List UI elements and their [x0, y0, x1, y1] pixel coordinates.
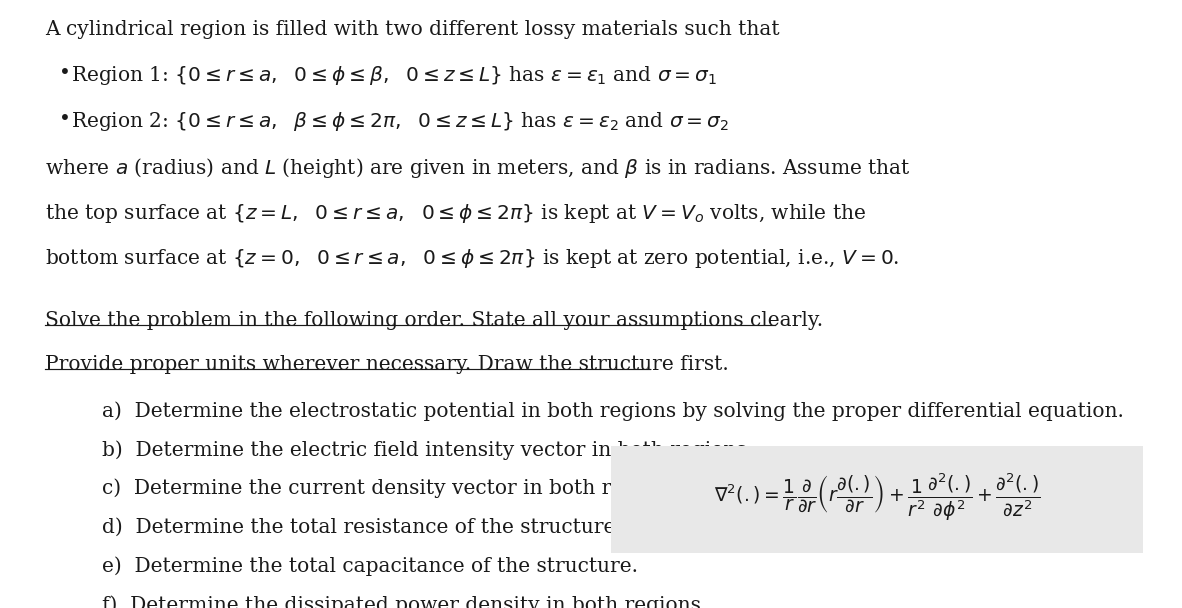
Text: c)  Determine the current density vector in both regions.: c) Determine the current density vector … — [102, 479, 684, 499]
Text: A cylindrical region is filled with two different lossy materials such that: A cylindrical region is filled with two … — [45, 20, 780, 40]
Text: Solve the problem in the following order. State all your assumptions clearly.: Solve the problem in the following order… — [45, 311, 823, 330]
Text: b)  Determine the electric field intensity vector in both regions.: b) Determine the electric field intensit… — [102, 440, 753, 460]
Text: •: • — [59, 63, 71, 83]
Text: $\nabla^2(.)=\dfrac{1}{r}\dfrac{\partial}{\partial r}\left(r\dfrac{\partial(.)}{: $\nabla^2(.)=\dfrac{1}{r}\dfrac{\partial… — [714, 471, 1040, 523]
Bar — [611, 446, 1143, 553]
Text: Region 1: $\{0\leq r\leq a,\ \ 0\leq\phi\leq\beta,\ \ 0\leq z\leq L\}$ has $\var: Region 1: $\{0\leq r\leq a,\ \ 0\leq\phi… — [71, 63, 716, 86]
Text: where $a$ (radius) and $L$ (height) are given in meters, and $\beta$ is in radia: where $a$ (radius) and $L$ (height) are … — [45, 156, 910, 180]
Text: •: • — [59, 109, 71, 129]
Text: the top surface at $\{z=L,\ \ 0\leq r\leq a,\ \ 0\leq\phi\leq 2\pi\}$ is kept at: the top surface at $\{z=L,\ \ 0\leq r\le… — [45, 202, 866, 224]
Text: Provide proper units wherever necessary. Draw the structure first.: Provide proper units wherever necessary.… — [45, 355, 728, 374]
Text: a)  Determine the electrostatic potential in both regions by solving the proper : a) Determine the electrostatic potential… — [102, 401, 1124, 421]
Text: Region 2: $\{0\leq r\leq a,\ \ \beta\leq\phi\leq 2\pi,\ \ 0\leq z\leq L\}$ has $: Region 2: $\{0\leq r\leq a,\ \ \beta\leq… — [71, 109, 729, 133]
Text: f)  Determine the dissipated power density in both regions.: f) Determine the dissipated power densit… — [102, 595, 707, 608]
Text: bottom surface at $\{z=0,\ \ 0\leq r\leq a,\ \ 0\leq\phi\leq 2\pi\}$ is kept at : bottom surface at $\{z=0,\ \ 0\leq r\leq… — [45, 247, 900, 270]
Text: d)  Determine the total resistance of the structure.: d) Determine the total resistance of the… — [102, 517, 622, 536]
Text: e)  Determine the total capacitance of the structure.: e) Determine the total capacitance of th… — [102, 556, 637, 576]
